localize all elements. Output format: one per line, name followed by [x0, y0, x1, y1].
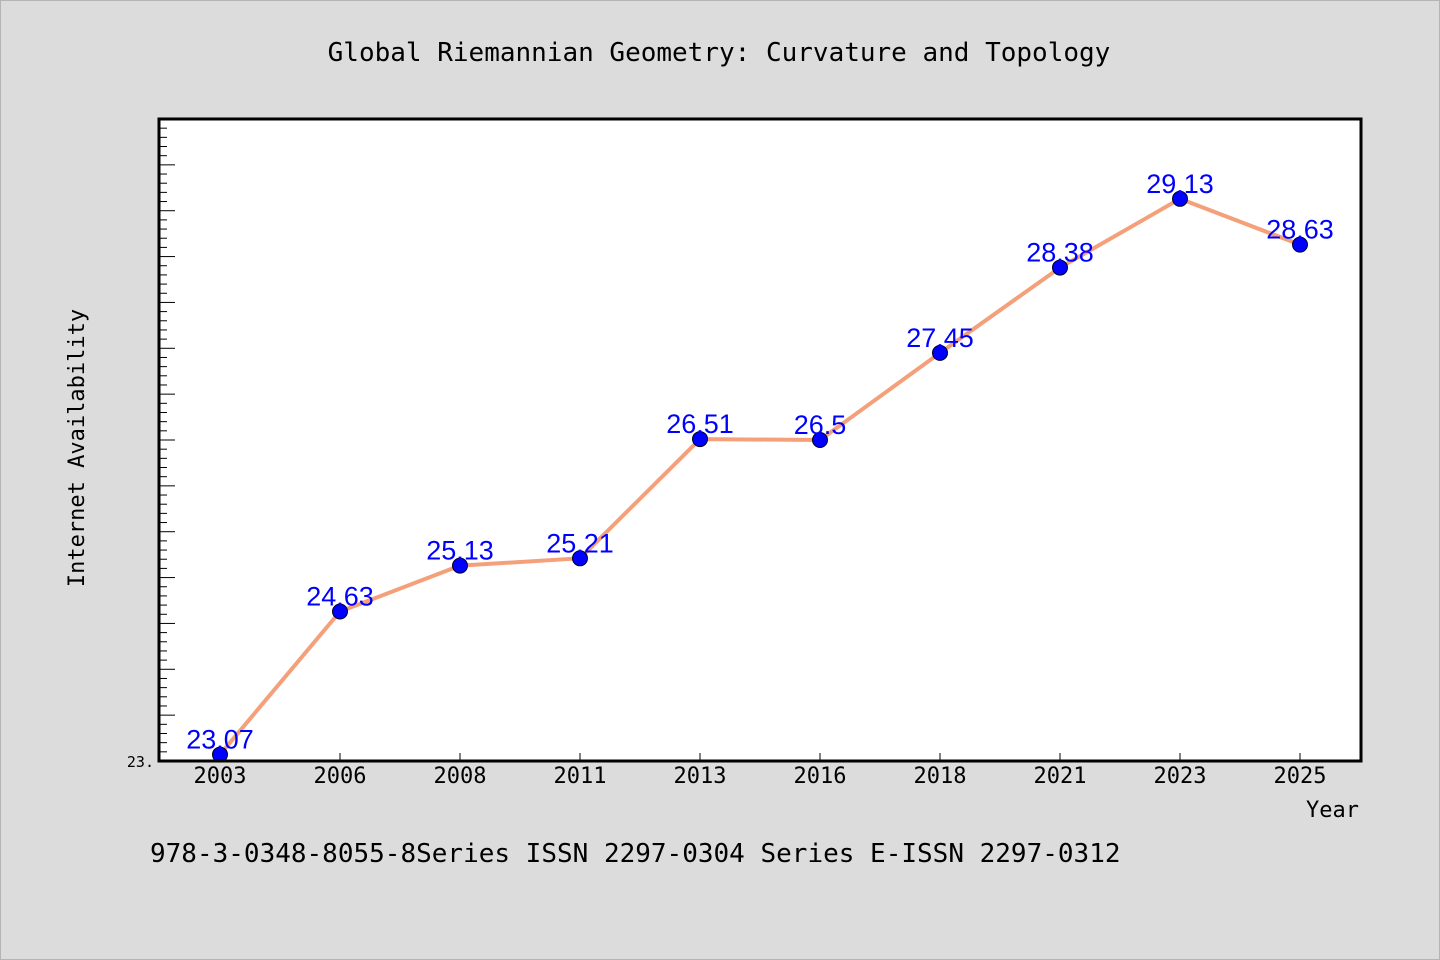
- x-axis-label: Year: [1306, 798, 1359, 823]
- data-label: 26.5: [794, 410, 847, 440]
- data-label: 27.45: [906, 323, 974, 353]
- y-axis-label: Internet Availability: [65, 309, 90, 587]
- data-point: [452, 557, 468, 574]
- x-tick-label: 2018: [914, 764, 967, 789]
- data-point: [332, 603, 348, 620]
- y-tick-label-min: 23.: [127, 753, 154, 771]
- footer-text: 978-3-0348-8055-8Series ISSN 2297-0304 S…: [150, 839, 1121, 869]
- chart-title: Global Riemannian Geometry: Curvature an…: [328, 38, 1111, 68]
- data-point: [812, 432, 828, 448]
- data-label: 28.63: [1266, 215, 1334, 245]
- data-labels: 23.07 24.63 25.13 25.21 26.51 26.5 27.45 28.38 2…: [186, 169, 1334, 755]
- data-point: [572, 550, 588, 567]
- x-tick-label: 2003: [194, 764, 247, 789]
- data-label: 24.63: [306, 582, 374, 612]
- data-label: 29.13: [1146, 169, 1214, 199]
- series-line: [218, 196, 1301, 756]
- x-axis-ticks: 2003 2006 2008 2011 2013 2016 2018 2021 2023 2025: [194, 753, 1327, 789]
- x-tick-label: 2011: [554, 764, 607, 789]
- data-label: 25.13: [426, 536, 494, 566]
- x-tick-label: 2006: [314, 764, 367, 789]
- data-point: [932, 344, 948, 361]
- plot-border: [157, 117, 1363, 763]
- data-point: [1172, 190, 1188, 207]
- x-tick-label: 2021: [1034, 764, 1087, 789]
- data-point: [1052, 259, 1068, 276]
- data-label: 25.21: [546, 528, 614, 558]
- x-tick-label: 2025: [1274, 764, 1327, 789]
- x-tick-label: 2023: [1154, 764, 1207, 789]
- x-tick-label: 2016: [794, 764, 847, 789]
- data-point: [1292, 236, 1308, 253]
- data-label: 26.51: [666, 409, 734, 439]
- x-tick-label: 2013: [674, 764, 727, 789]
- data-label: 23.07: [186, 725, 254, 755]
- data-point: [692, 431, 708, 448]
- x-tick-label: 2008: [434, 764, 487, 789]
- data-label: 28.38: [1026, 238, 1094, 268]
- data-markers: [212, 190, 1308, 763]
